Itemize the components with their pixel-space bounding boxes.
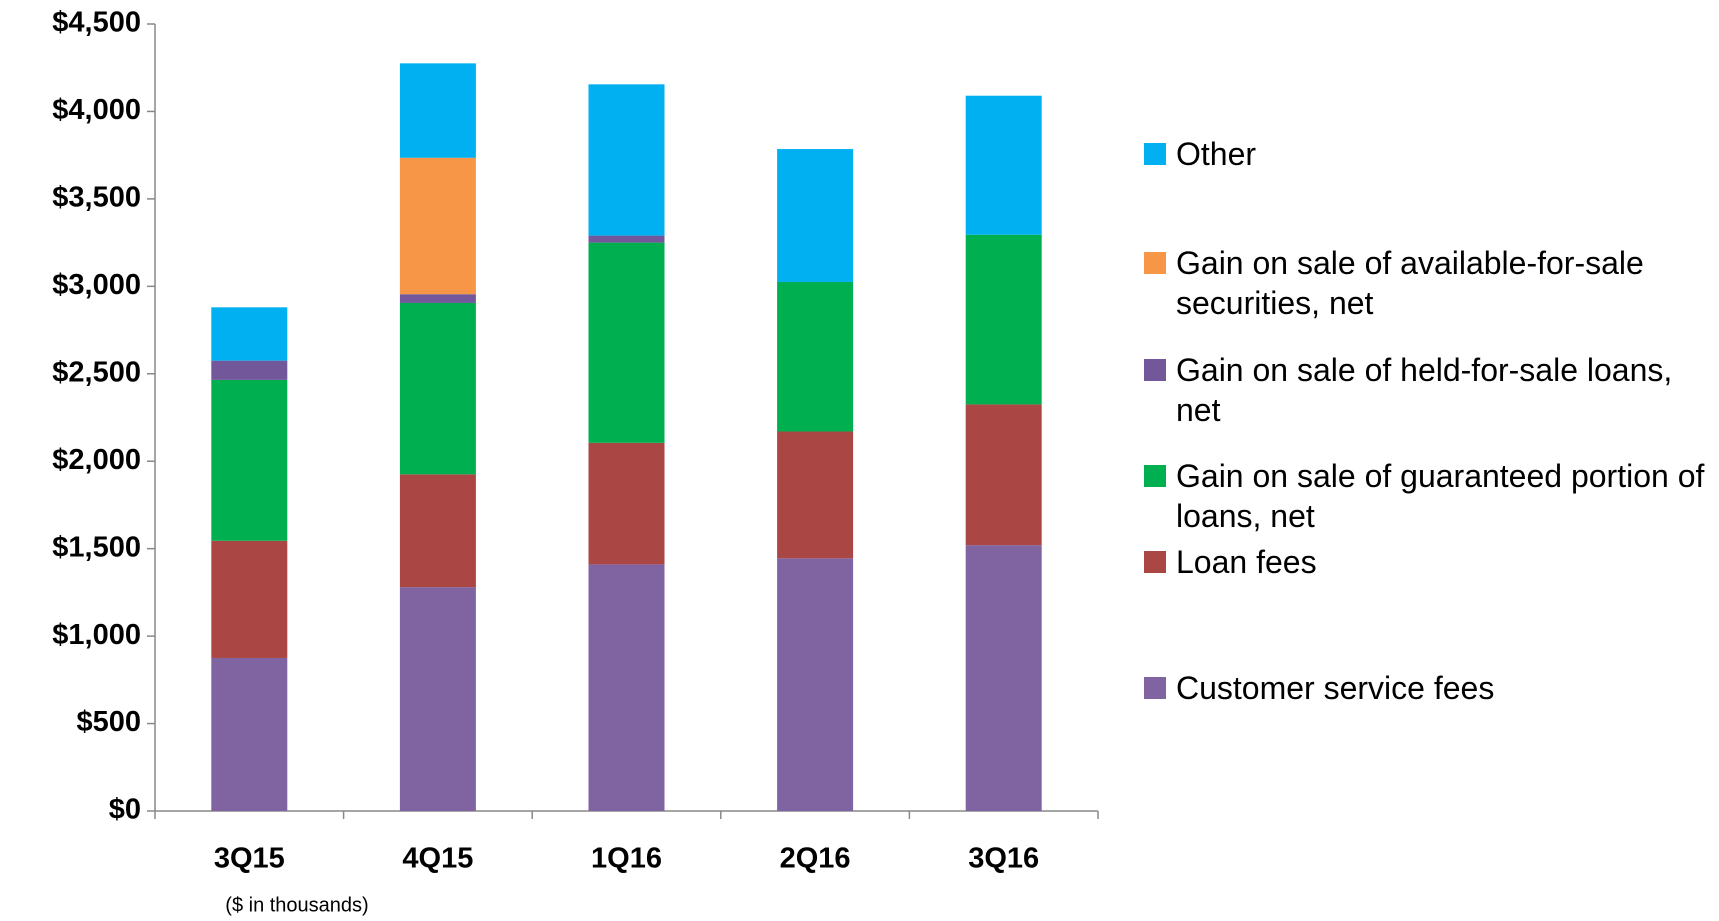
x-tick-label: 2Q16	[780, 843, 851, 875]
legend-item: Customer service fees	[1144, 668, 1714, 708]
x-tick-label: 1Q16	[591, 843, 662, 875]
legend-swatch	[1144, 465, 1166, 487]
bar-segment	[399, 302, 476, 475]
bar-segment	[211, 307, 288, 361]
bar-segment	[399, 157, 476, 295]
bar-segment	[965, 234, 1042, 405]
legend-swatch	[1144, 143, 1166, 165]
legend-label: Gain on sale of guaranteed portion of lo…	[1176, 458, 1705, 534]
bar-segment	[588, 242, 665, 443]
bar-segment	[588, 84, 665, 236]
bar-segment	[777, 149, 854, 282]
bar-segment	[211, 360, 288, 380]
bar-segment	[399, 587, 476, 811]
y-tick-label: $4,000	[52, 94, 141, 126]
y-tick-label: $0	[109, 794, 141, 826]
bar-segment	[588, 564, 665, 811]
legend-item: Gain on sale of available-for-sale secur…	[1144, 243, 1714, 323]
legend-swatch	[1144, 551, 1166, 573]
bar-segment	[965, 95, 1042, 235]
legend-item: Gain on sale of guaranteed portion of lo…	[1144, 456, 1714, 536]
legend-label: Other	[1176, 136, 1257, 172]
legend-label: Gain on sale of available-for-sale secur…	[1176, 245, 1644, 321]
bar-segment	[965, 545, 1042, 811]
bar-segment	[777, 431, 854, 559]
y-tick-label: $2,000	[52, 444, 141, 476]
bar-segment	[211, 379, 288, 541]
legend-label: Customer service fees	[1176, 670, 1495, 706]
y-tick-label: $3,500	[52, 182, 141, 214]
y-tick-label: $1,000	[52, 619, 141, 651]
legend-label: Gain on sale of held-for-sale loans, net	[1176, 352, 1673, 428]
legend-item: Loan fees	[1144, 542, 1714, 582]
legend-label: Loan fees	[1176, 544, 1317, 580]
bar-segment	[399, 294, 476, 303]
x-tick-label: 3Q16	[968, 843, 1039, 875]
y-tick-label: $1,500	[52, 531, 141, 563]
legend-swatch	[1144, 677, 1166, 699]
bar-segment	[588, 442, 665, 565]
x-tick-label: 4Q15	[402, 843, 473, 875]
bar-segment	[777, 281, 854, 432]
bar-segment	[211, 540, 288, 658]
legend-item: Gain on sale of held-for-sale loans, net	[1144, 350, 1714, 430]
bar-segment	[965, 404, 1042, 546]
bar-segment	[399, 474, 476, 588]
legend-swatch	[1144, 359, 1166, 381]
y-tick-label: $4,500	[52, 7, 141, 39]
bar-segment	[777, 558, 854, 811]
y-tick-label: $2,500	[52, 356, 141, 388]
y-tick-label: $500	[76, 706, 141, 738]
x-tick-label: 3Q15	[214, 843, 285, 875]
bar-segment	[399, 63, 476, 158]
y-tick-label: $3,000	[52, 269, 141, 301]
legend-item: Other	[1144, 134, 1714, 174]
bar-segment	[588, 235, 665, 243]
note: ($ in thousands)	[225, 894, 368, 916]
legend-swatch	[1144, 252, 1166, 274]
bar-segment	[211, 657, 288, 811]
